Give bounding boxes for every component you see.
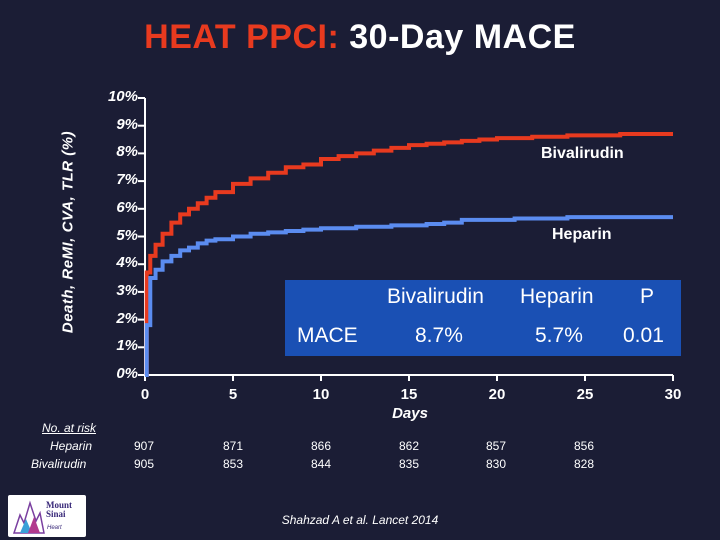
risk-value: 907 [133, 439, 155, 453]
y-tick-label: 7% [116, 171, 138, 189]
risk-value: 856 [573, 439, 595, 453]
risk-value: 857 [485, 439, 507, 453]
mount-sinai-logo: Mount Sinai Heart [8, 495, 86, 537]
axes [138, 97, 674, 381]
logo-sub: Heart [47, 525, 62, 531]
risk-value: 862 [398, 439, 420, 453]
x-tick-label: 15 [400, 386, 418, 403]
series-line-bivalirudin [144, 132, 673, 377]
x-tick-label: 5 [228, 386, 238, 403]
x-tick-label: 25 [576, 386, 594, 403]
y-tick-label: 10% [107, 88, 138, 105]
mace-summary-box: Bivalirudin Heparin P MACE 8.7% 5.7% 0.0… [285, 280, 681, 356]
risk-row-label-bivalirudin: Bivalirudin [31, 457, 87, 471]
series-label-bivalirudin: Bivalirudin [541, 145, 624, 162]
logo-line-2: Sinai [46, 509, 66, 519]
risk-value: 871 [222, 439, 244, 453]
y-tick-label: 4% [116, 254, 138, 272]
risk-value: 835 [398, 457, 420, 471]
mace-value-p: 0.01 [623, 324, 664, 347]
slide-title: HEAT PPCI: 30-Day MACE [0, 18, 720, 57]
y-tick-label: 6% [116, 198, 138, 216]
mace-row-label: MACE [297, 324, 358, 347]
x-axis-label: Days [392, 405, 428, 422]
y-tick-label: 1% [116, 337, 138, 355]
y-tick-label: 5% [116, 226, 138, 244]
risk-value: 866 [310, 439, 332, 453]
mace-value-heparin: 5.7% [535, 324, 583, 347]
risk-value: 828 [573, 457, 595, 471]
title-rest: 30-Day MACE [349, 18, 576, 56]
y-tick-label: 8% [116, 143, 138, 161]
mace-header-p: P [640, 285, 655, 308]
risk-heading: No. at risk [42, 421, 97, 435]
mace-header-bivalirudin: Bivalirudin [387, 285, 484, 308]
x-tick-label: 0 [140, 386, 150, 403]
logo-line-1: Mount [46, 500, 73, 510]
series-lines [144, 132, 673, 377]
x-tick-label: 10 [312, 386, 330, 403]
risk-value: 844 [310, 457, 332, 471]
y-tick-label: 0% [116, 365, 138, 382]
series-line-heparin [144, 215, 673, 377]
y-tick-label: 3% [116, 281, 138, 299]
x-tick-label: 30 [664, 386, 682, 403]
series-label-heparin: Heparin [552, 226, 612, 243]
y-tick-label: 9% [116, 115, 138, 133]
mace-header-heparin: Heparin [520, 285, 594, 308]
logo-mark-icon [12, 500, 45, 534]
citation: Shahzad A et al. Lancet 2014 [281, 513, 439, 527]
x-tick-label: 20 [488, 386, 506, 403]
title-accent: HEAT PPCI: [144, 18, 340, 56]
risk-value: 853 [222, 457, 244, 471]
logo-wordmark: Mount Sinai [46, 501, 72, 519]
mace-value-bivalirudin: 8.7% [415, 324, 463, 347]
risk-value: 905 [133, 457, 155, 471]
risk-row-label-heparin: Heparin [50, 439, 93, 453]
risk-value: 830 [485, 457, 507, 471]
y-tick-label: 2% [116, 309, 138, 327]
